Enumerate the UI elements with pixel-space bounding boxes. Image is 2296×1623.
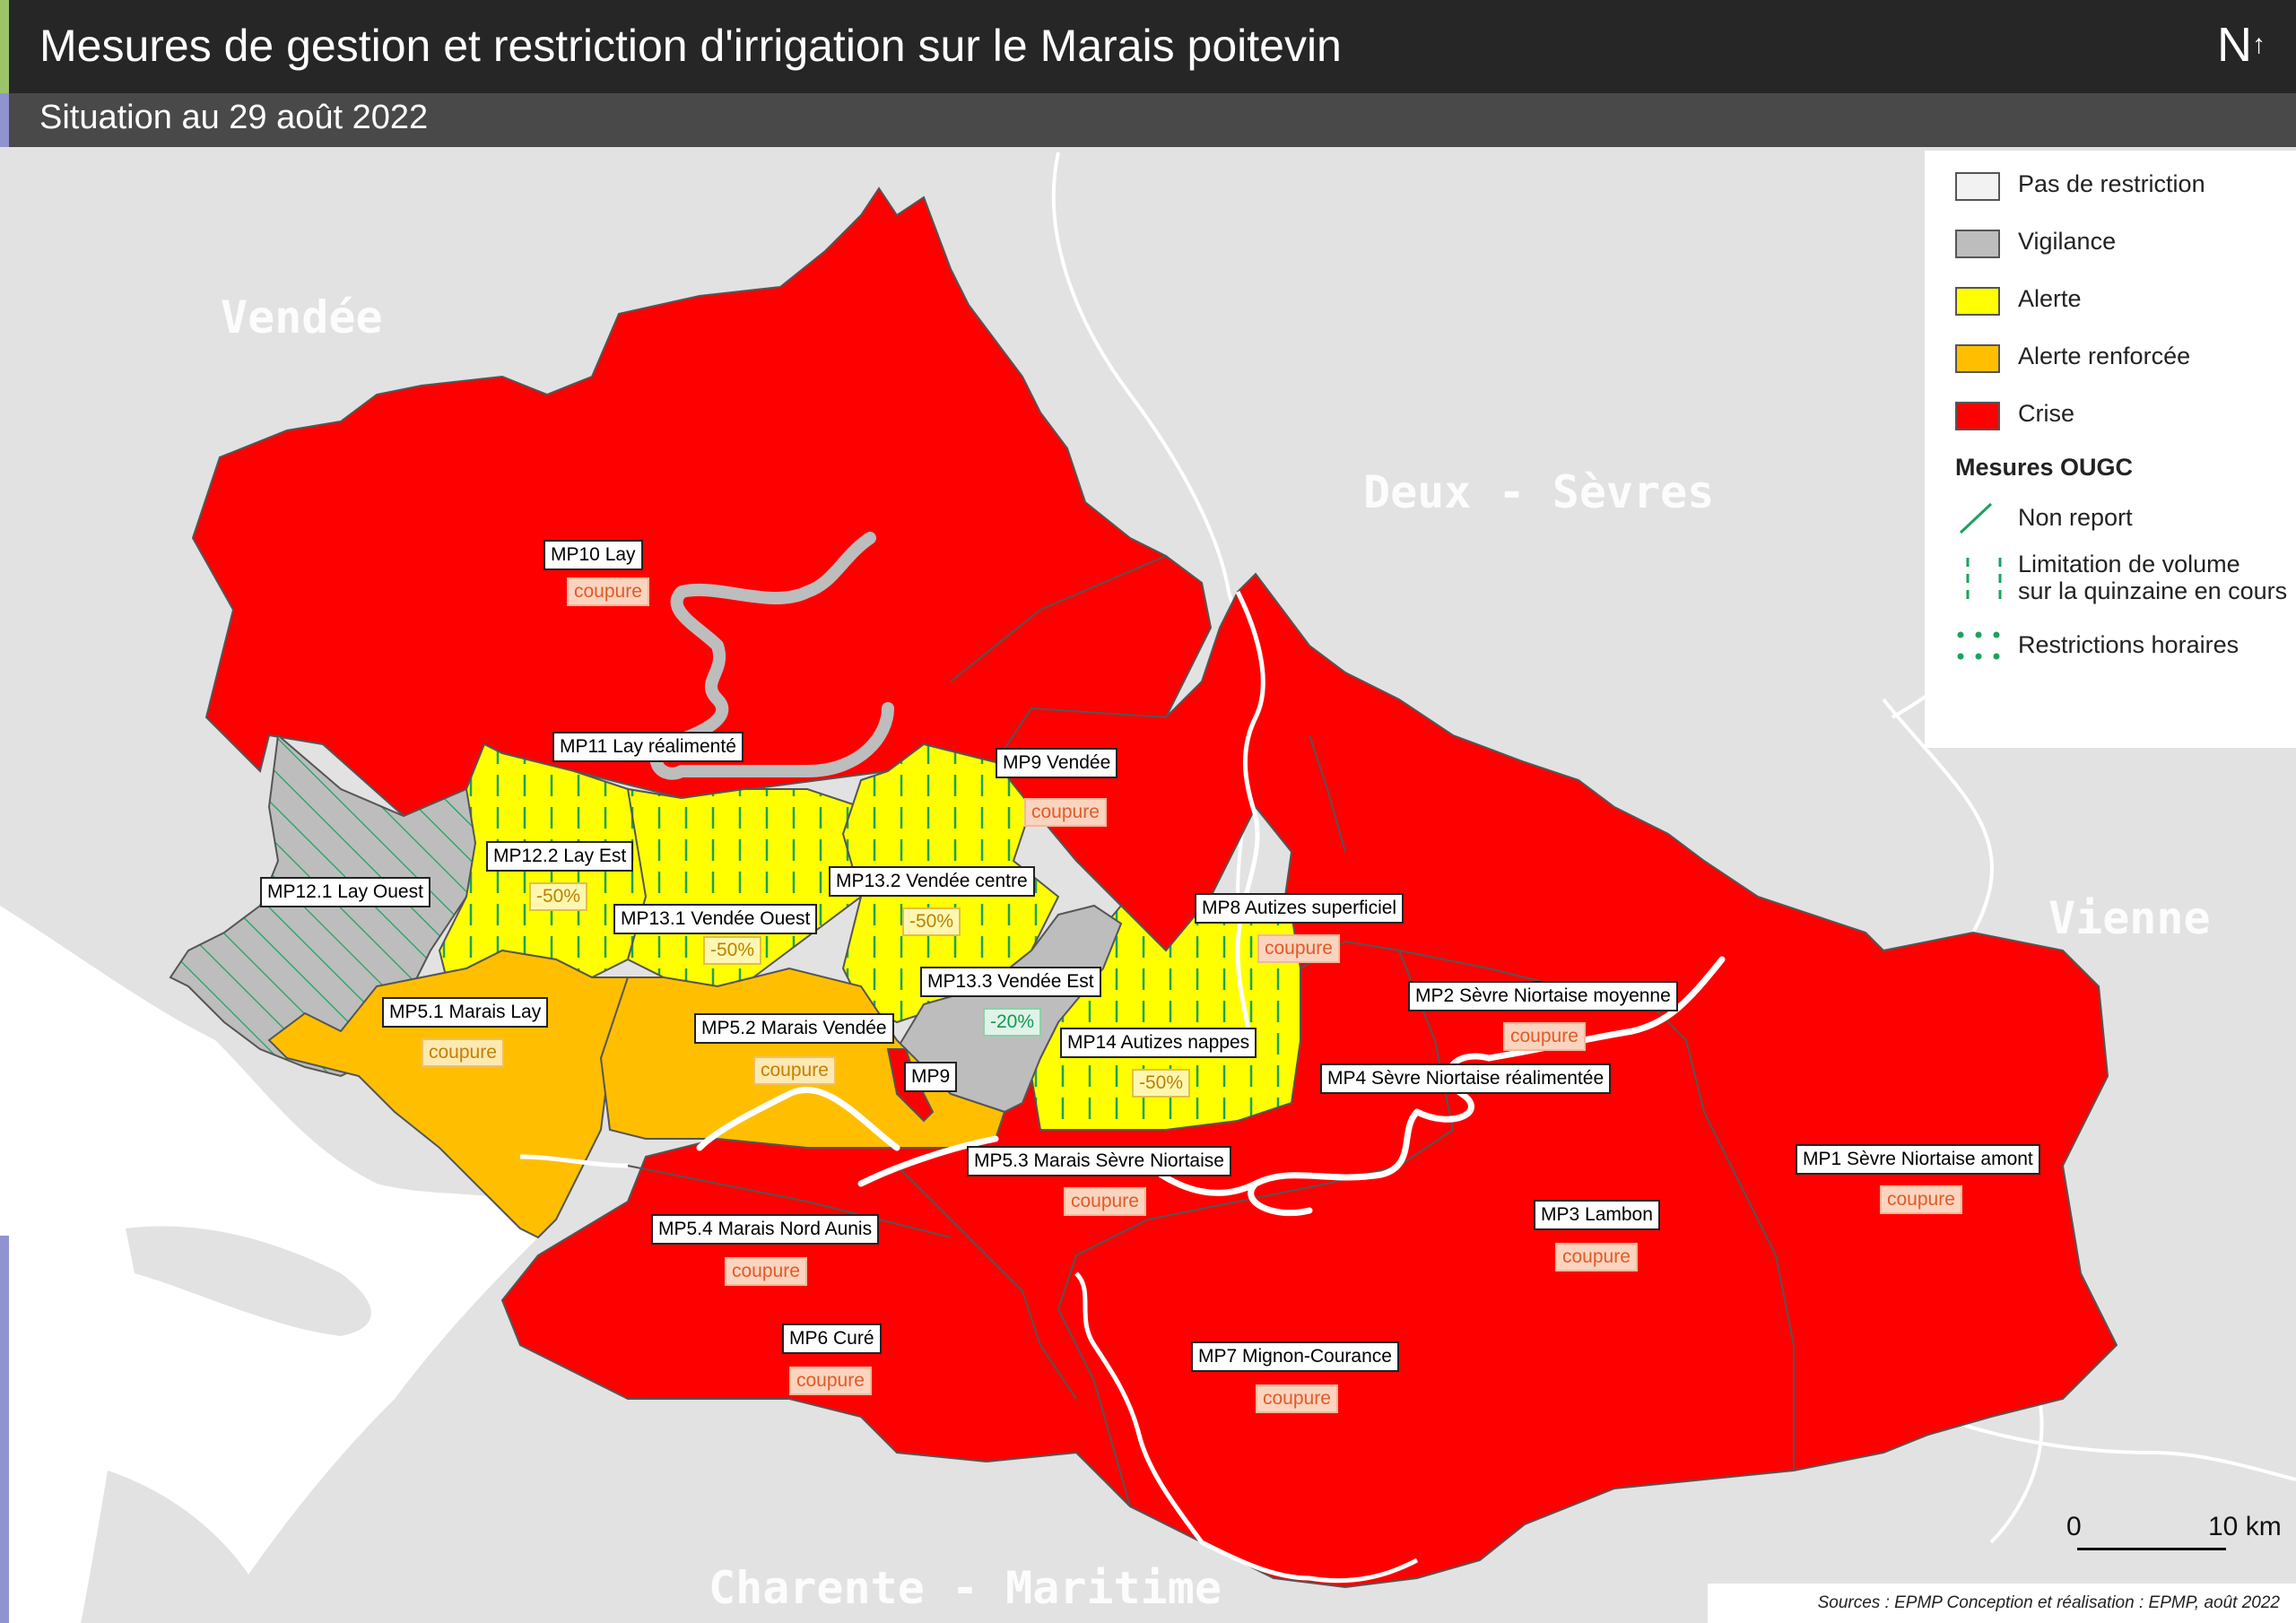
zone-label: MP6 Curé — [782, 1324, 882, 1354]
zone-label: MP13.2 Vendée centre — [829, 866, 1035, 897]
legend-swatch — [1955, 172, 2000, 201]
legend-swatch — [1955, 230, 2000, 258]
legend-swatch — [1955, 402, 2000, 430]
zone-label: MP5.4 Marais Nord Aunis — [651, 1214, 880, 1245]
subtitle-bar — [0, 93, 2296, 147]
legend-label: sur la quinzaine en cours — [2018, 577, 2288, 604]
zone-label: MP7 Mignon-Courance — [1191, 1341, 1399, 1372]
side-accent — [0, 1236, 9, 1623]
river-cure — [519, 1154, 629, 1168]
zone-label: MP1 Sèvre Niortaise amont — [1796, 1144, 2040, 1175]
map-subtitle: Situation au 29 août 2022 — [39, 99, 429, 136]
river-lay — [649, 532, 894, 780]
zone-measure: coupure — [1880, 1185, 1962, 1214]
legend-label: Alerte — [2018, 285, 2082, 312]
zone-label: MP13.3 Vendée Est — [920, 967, 1101, 997]
zone-measure: coupure — [1503, 1022, 1586, 1051]
legend-label: Vigilance — [2018, 228, 2117, 255]
legend-label: Alerte renforcée — [2018, 343, 2191, 369]
legend-label: Restrictions horaires — [2018, 631, 2239, 658]
subtitle-accent — [0, 93, 9, 147]
zone-measure: coupure — [567, 577, 649, 606]
legend-label: Crise — [2018, 400, 2075, 427]
hourly-restriction-icon — [1957, 631, 2000, 660]
zone-measure: -50% — [529, 882, 588, 911]
zone-label: MP13.1 Vendée Ouest — [613, 904, 818, 934]
legend-label: Limitation de volume — [2018, 551, 2240, 577]
island-oleron — [81, 1471, 251, 1623]
department-label-deux-sevres: Deux - Sèvres — [1363, 466, 1715, 518]
zone-measure: coupure — [1256, 1384, 1338, 1413]
zone-label: MP5.1 Marais Lay — [382, 997, 549, 1028]
scale-ten: 10 km — [2208, 1512, 2282, 1541]
sources-credit: Sources : EPMP Conception et réalisation… — [1708, 1584, 2296, 1623]
zone-measure: coupure — [1257, 934, 1340, 963]
scale-line — [2077, 1548, 2226, 1550]
title-accent — [0, 0, 9, 93]
zone-label: MP4 Sèvre Niortaise réalimentée — [1320, 1063, 1612, 1094]
volume-limit-icon — [1966, 558, 2002, 601]
zone-label: MP10 Lay — [544, 540, 643, 570]
zone-label: MP12.1 Lay Ouest — [260, 877, 430, 907]
zone-measure: coupure — [789, 1367, 872, 1395]
scale-zero: 0 — [2066, 1512, 2082, 1541]
legend-ougc-title: Mesures OUGC — [1955, 454, 2134, 481]
zone-measure: coupure — [1555, 1243, 1638, 1271]
zone-label: MP9 — [904, 1062, 958, 1092]
zone-label: MP12.2 Lay Est — [486, 841, 634, 872]
zone-label: MP9 Vendée — [996, 748, 1118, 778]
zone-measure: -50% — [1132, 1069, 1191, 1098]
zone-boundaries — [627, 555, 1795, 1507]
river-autizes — [1235, 590, 1265, 1059]
department-label-vendee: Vendée — [221, 291, 383, 343]
zone-label: MP8 Autizes superficiel — [1195, 893, 1405, 924]
legend-label: Non report — [2018, 504, 2133, 531]
zone-mp13-1 — [626, 787, 862, 988]
zone-measure: coupure — [422, 1038, 504, 1067]
legend: Pas de restriction Vigilance Alerte Aler… — [1925, 151, 2296, 748]
zone-measure: -20% — [983, 1008, 1042, 1037]
zone-label: MP5.3 Marais Sèvre Niortaise — [967, 1146, 1231, 1176]
river-mignon — [1074, 1271, 1419, 1584]
department-label-vienne: Vienne — [2048, 892, 2211, 944]
scale-bar: 0 10 km — [2063, 1506, 2296, 1560]
island-re — [126, 1226, 371, 1336]
department-label-charente-maritime: Charente - Maritime — [709, 1562, 1222, 1614]
title-bar — [0, 0, 2296, 93]
zone-label: MP5.2 Marais Vendée — [694, 1013, 894, 1044]
legend-swatch — [1955, 344, 2000, 373]
zone-label: MP2 Sèvre Niortaise moyenne — [1408, 981, 1678, 1011]
legend-label: Pas de restriction — [2018, 170, 2205, 197]
zone-measure: coupure — [725, 1257, 807, 1286]
zone-measure: coupure — [1024, 798, 1107, 827]
north-arrow-icon: N↑ — [2217, 18, 2266, 72]
zone-measure: coupure — [753, 1056, 836, 1085]
non-report-icon — [1959, 502, 1993, 534]
zone-label: MP14 Autizes nappes — [1060, 1028, 1257, 1058]
zone-label: MP3 Lambon — [1534, 1200, 1660, 1230]
zone-label: MP11 Lay réalimenté — [552, 732, 744, 762]
river-sevre — [696, 956, 1726, 1217]
zone-measure: -50% — [902, 907, 961, 936]
zone-measure: coupure — [1064, 1187, 1146, 1216]
zone-measure: -50% — [703, 936, 762, 965]
map-title: Mesures de gestion et restriction d'irri… — [39, 21, 1342, 71]
legend-swatch — [1955, 287, 2000, 316]
north-label: N — [2217, 18, 2252, 72]
